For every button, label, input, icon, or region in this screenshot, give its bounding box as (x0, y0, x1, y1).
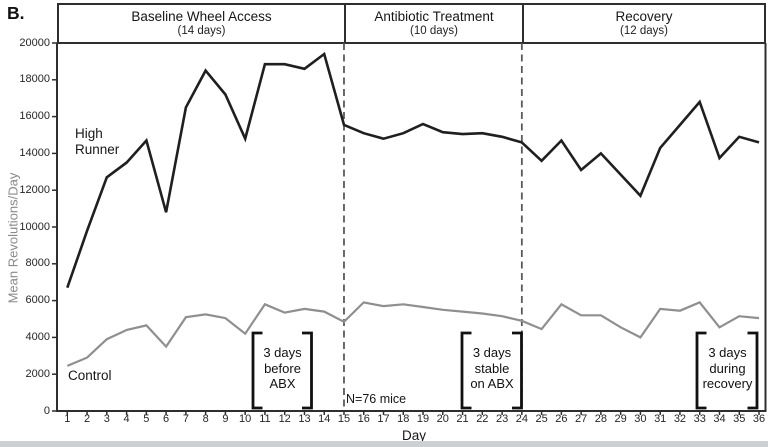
x-tick-label: 8 (202, 413, 209, 425)
annotation-line: 3 days (263, 345, 302, 360)
x-tick-label: 5 (143, 413, 150, 425)
y-axis-title: Mean Revolutions/Day (5, 172, 21, 304)
annotation-line: recovery (702, 376, 753, 391)
x-tick-label: 19 (416, 413, 430, 425)
annotation-line: ABX (269, 376, 296, 391)
annotation-line: during (709, 360, 746, 376)
x-tick-label: 17 (377, 413, 390, 425)
annotation-stable-on-abx: 3 days stable on ABX (462, 345, 522, 392)
annotation-line: 3 days (708, 345, 747, 360)
x-tick-label: 29 (614, 413, 627, 425)
phase-header-band: Baseline Wheel Access (14 days) Antibiot… (57, 3, 766, 44)
x-tick-label: 3 (103, 413, 110, 425)
x-tick-label: 18 (397, 413, 410, 425)
y-tick-label: 10000 (19, 220, 50, 233)
region-title: Recovery (615, 9, 673, 24)
x-tick-label: 33 (693, 413, 706, 425)
x-tick-label: 27 (575, 413, 588, 425)
x-tick-label: 30 (634, 413, 647, 425)
y-tick-label: 20000 (19, 36, 50, 49)
x-tick-label: 4 (123, 413, 130, 425)
y-tick-label: 2000 (25, 367, 50, 380)
x-tick-label: 7 (182, 413, 189, 425)
region-title: Baseline Wheel Access (131, 9, 272, 24)
left-bracket (251, 331, 263, 410)
x-tick-label: 11 (259, 413, 271, 425)
right-bracket (302, 331, 313, 410)
x-tick-label: 26 (555, 413, 568, 425)
region-title: Antibiotic Treatment (374, 9, 494, 24)
y-tick-label: 8000 (25, 257, 50, 270)
x-tick-label: 21 (456, 413, 469, 425)
right-bracket (747, 331, 759, 410)
y-tick-label: 18000 (19, 73, 50, 86)
y-tick-label: 6000 (25, 294, 50, 307)
control-line (66, 301, 760, 367)
x-axis-title: Day (401, 428, 426, 443)
high-runner-line (66, 51, 760, 289)
right-bracket (512, 331, 523, 410)
y-tick-label: 16000 (19, 110, 50, 123)
region-header-recovery: Recovery (12 days) (522, 5, 764, 42)
annotation-line: before (264, 360, 301, 376)
x-tick-label: 15 (337, 413, 351, 425)
x-tick-label: 20 (436, 413, 449, 425)
annotation-line: 3 days (472, 345, 512, 360)
x-tick-label: 22 (476, 413, 489, 425)
x-tick-label: 1 (64, 413, 71, 425)
annotation-line: on ABX (470, 376, 514, 391)
left-bracket (695, 331, 707, 410)
plot-frame (56, 43, 767, 412)
x-tick-label: 32 (673, 413, 687, 425)
x-tick-label: 25 (535, 413, 548, 425)
region-subtitle: (10 days) (410, 25, 458, 37)
y-tick-label: 14000 (19, 146, 50, 159)
screenshot-edge-strip (0, 441, 768, 447)
y-tick-label: 12000 (19, 183, 50, 196)
x-tick-label: 13 (298, 413, 311, 425)
sample-size-annotation: N=76 mice (346, 392, 407, 406)
left-bracket (460, 331, 472, 410)
x-tick-label: 12 (278, 413, 291, 425)
x-tick-label: 2 (84, 413, 91, 425)
x-tick-label: 16 (357, 413, 370, 425)
annotation-during-recovery: 3 days during recovery (697, 345, 758, 392)
region-header-baseline: Baseline Wheel Access (14 days) (59, 5, 344, 42)
high-runner-series-label: High Runner (75, 126, 120, 157)
x-tick-label: 23 (495, 413, 509, 425)
x-tick-label: 14 (318, 413, 331, 425)
x-tick-label: 36 (752, 413, 766, 425)
x-tick-label: 6 (163, 413, 170, 425)
x-tick-label: 24 (515, 413, 528, 425)
x-tick-label: 28 (594, 413, 608, 425)
x-tick-label: 10 (239, 413, 252, 425)
y-tick-label: 0 (43, 404, 50, 417)
control-series-label: Control (68, 368, 112, 383)
region-subtitle: (12 days) (620, 25, 668, 37)
x-tick-label: 9 (222, 413, 229, 425)
x-tick-label: 35 (733, 413, 746, 425)
x-tick-label: 34 (713, 413, 726, 425)
region-header-antibiotic: Antibiotic Treatment (10 days) (344, 5, 522, 42)
panel-label: B. (7, 3, 25, 23)
annotation-line: stable (474, 360, 510, 376)
y-tick-label: 4000 (25, 330, 50, 343)
region-subtitle: (14 days) (177, 25, 226, 37)
annotation-before-abx: 3 days before ABX (253, 345, 312, 392)
x-tick-label: 31 (654, 413, 667, 425)
